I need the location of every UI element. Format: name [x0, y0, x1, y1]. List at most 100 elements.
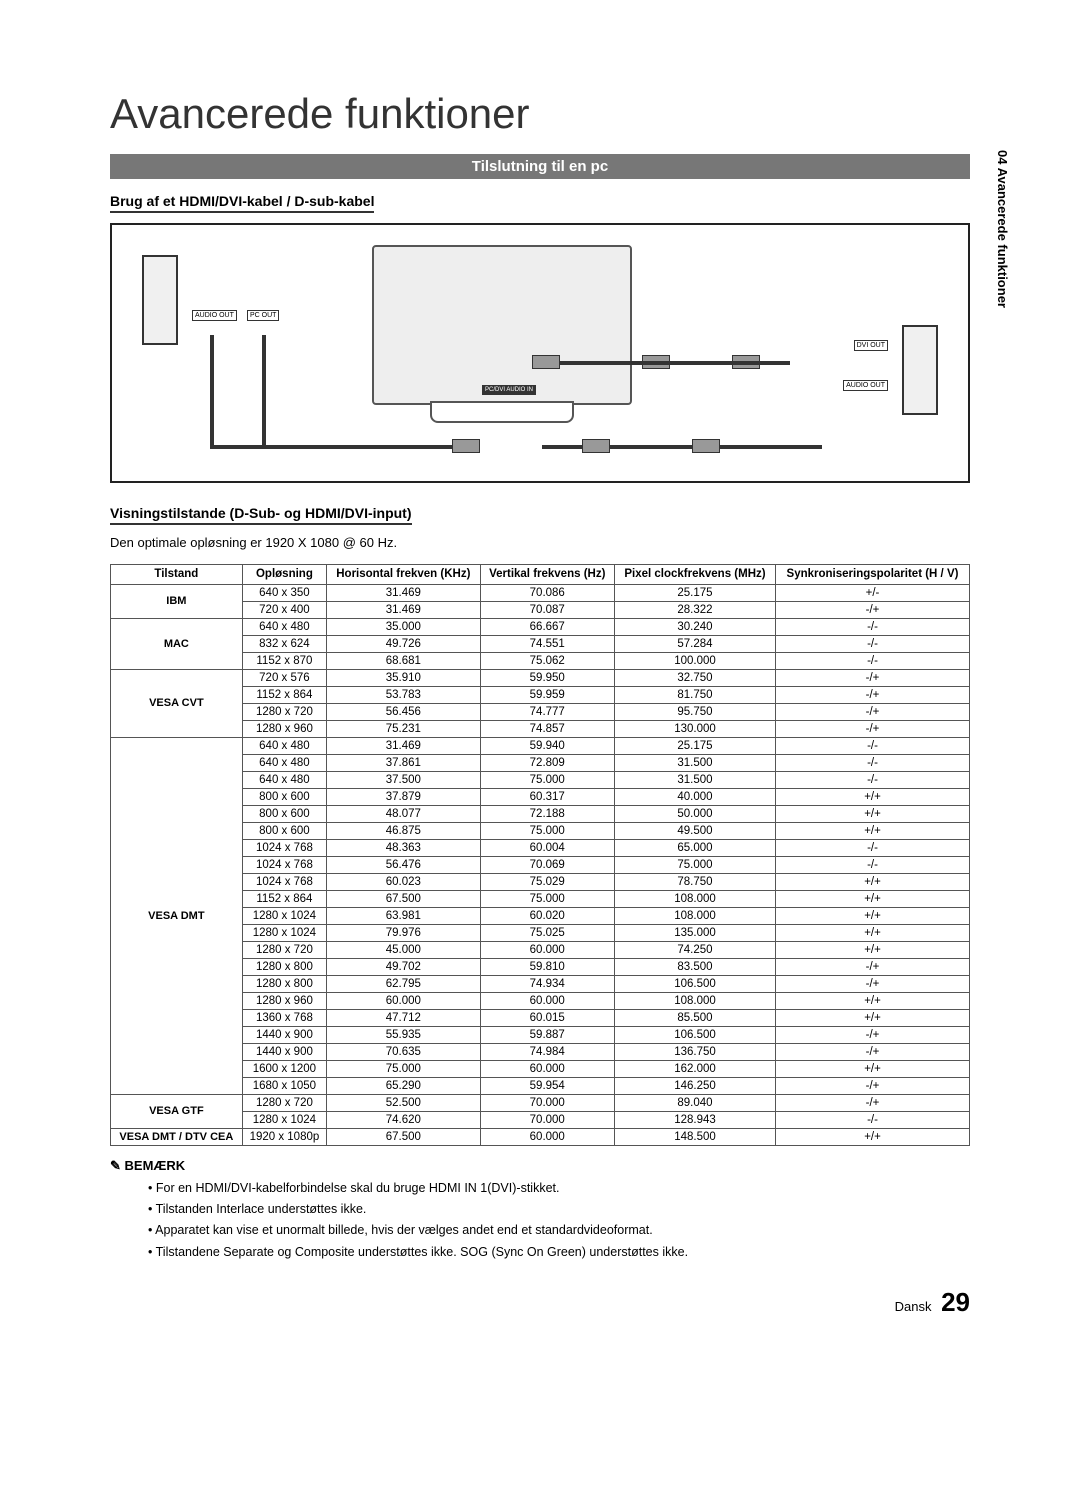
data-cell: 1152 x 870: [242, 652, 326, 669]
data-cell: 63.981: [327, 907, 480, 924]
display-modes-table: Tilstand Opløsning Horisontal frekven (K…: [110, 564, 970, 1146]
data-cell: -/+: [776, 1077, 970, 1094]
data-cell: 1360 x 768: [242, 1009, 326, 1026]
connector-icon: [692, 439, 720, 453]
connection-diagram: AUDIO OUT PC OUT PC/DVI AUDIO IN DVI OUT…: [110, 223, 970, 483]
data-cell: 60.015: [480, 1009, 614, 1026]
pc-right-icon: [902, 325, 938, 415]
data-cell: -/+: [776, 1094, 970, 1111]
data-cell: 1440 x 900: [242, 1026, 326, 1043]
data-cell: 136.750: [614, 1043, 775, 1060]
data-cell: 640 x 480: [242, 618, 326, 635]
data-cell: 74.551: [480, 635, 614, 652]
data-cell: 31.469: [327, 584, 480, 601]
data-cell: 46.875: [327, 822, 480, 839]
cable-segment: [262, 335, 266, 445]
connector-icon: [582, 439, 610, 453]
data-cell: 60.020: [480, 907, 614, 924]
data-cell: +/+: [776, 1128, 970, 1145]
data-cell: 106.500: [614, 1026, 775, 1043]
data-cell: 75.000: [480, 822, 614, 839]
mode-cell: VESA CVT: [111, 669, 243, 737]
note-item: For en HDMI/DVI-kabelforbindelse skal du…: [148, 1178, 970, 1199]
data-cell: 60.000: [480, 1060, 614, 1077]
data-cell: 1280 x 1024: [242, 907, 326, 924]
data-cell: 70.087: [480, 601, 614, 618]
data-cell: +/+: [776, 805, 970, 822]
data-cell: -/-: [776, 856, 970, 873]
data-cell: +/+: [776, 924, 970, 941]
data-cell: 37.500: [327, 771, 480, 788]
data-cell: 48.077: [327, 805, 480, 822]
data-cell: -/-: [776, 771, 970, 788]
data-cell: 56.476: [327, 856, 480, 873]
data-cell: 106.500: [614, 975, 775, 992]
data-cell: 52.500: [327, 1094, 480, 1111]
table-row: VESA GTF1280 x 72052.50070.00089.040-/+: [111, 1094, 970, 1111]
cable-segment: [210, 445, 460, 449]
data-cell: 1280 x 1024: [242, 924, 326, 941]
subheading-cable: Brug af et HDMI/DVI-kabel / D-sub-kabel: [110, 193, 374, 213]
data-cell: 49.500: [614, 822, 775, 839]
table-row: VESA DMT640 x 48031.46959.94025.175-/-: [111, 737, 970, 754]
data-cell: 1440 x 900: [242, 1043, 326, 1060]
data-cell: 59.959: [480, 686, 614, 703]
data-cell: -/+: [776, 1043, 970, 1060]
data-cell: 128.943: [614, 1111, 775, 1128]
data-cell: 74.934: [480, 975, 614, 992]
connector-icon: [532, 355, 560, 369]
mode-cell: VESA GTF: [111, 1094, 243, 1128]
data-cell: 1280 x 1024: [242, 1111, 326, 1128]
data-cell: -/+: [776, 958, 970, 975]
pc-left-icon: [142, 255, 178, 345]
data-cell: 1680 x 1050: [242, 1077, 326, 1094]
data-cell: -/+: [776, 669, 970, 686]
data-cell: 59.810: [480, 958, 614, 975]
mode-cell: VESA DMT: [111, 737, 243, 1094]
data-cell: +/+: [776, 890, 970, 907]
data-cell: 59.954: [480, 1077, 614, 1094]
data-cell: 1280 x 720: [242, 941, 326, 958]
data-cell: 1152 x 864: [242, 890, 326, 907]
data-cell: 72.188: [480, 805, 614, 822]
note-item: Tilstanden Interlace understøttes ikke.: [148, 1199, 970, 1220]
data-cell: 78.750: [614, 873, 775, 890]
data-cell: 1280 x 800: [242, 975, 326, 992]
data-cell: 74.777: [480, 703, 614, 720]
data-cell: 62.795: [327, 975, 480, 992]
section-bar: Tilslutning til en pc: [110, 154, 970, 179]
data-cell: 30.240: [614, 618, 775, 635]
note-item: Apparatet kan vise et unormalt billede, …: [148, 1220, 970, 1241]
mode-cell: IBM: [111, 584, 243, 618]
data-cell: +/+: [776, 907, 970, 924]
side-tab: 04 Avancerede funktioner: [995, 150, 1010, 308]
data-cell: 640 x 350: [242, 584, 326, 601]
data-cell: 75.000: [480, 890, 614, 907]
data-cell: 1152 x 864: [242, 686, 326, 703]
data-cell: 31.500: [614, 754, 775, 771]
data-cell: 65.000: [614, 839, 775, 856]
table-header-row: Tilstand Opløsning Horisontal frekven (K…: [111, 565, 970, 585]
data-cell: 25.175: [614, 737, 775, 754]
data-cell: 800 x 600: [242, 805, 326, 822]
data-cell: 68.681: [327, 652, 480, 669]
data-cell: 57.284: [614, 635, 775, 652]
data-cell: 40.000: [614, 788, 775, 805]
data-cell: 1280 x 960: [242, 992, 326, 1009]
data-cell: 1024 x 768: [242, 856, 326, 873]
data-cell: 60.000: [480, 992, 614, 1009]
data-cell: 70.635: [327, 1043, 480, 1060]
data-cell: 75.029: [480, 873, 614, 890]
audio-out-label: AUDIO OUT: [192, 310, 237, 321]
data-cell: -/-: [776, 754, 970, 771]
mode-cell: VESA DMT / DTV CEA: [111, 1128, 243, 1145]
cable-segment: [210, 335, 214, 445]
footer-lang: Dansk: [895, 1299, 932, 1314]
data-cell: 74.984: [480, 1043, 614, 1060]
data-cell: 45.000: [327, 941, 480, 958]
data-cell: 75.000: [614, 856, 775, 873]
notes-heading: BEMÆRK: [110, 1158, 970, 1174]
data-cell: 48.363: [327, 839, 480, 856]
footer-page-number: 29: [941, 1287, 970, 1317]
data-cell: 1024 x 768: [242, 873, 326, 890]
